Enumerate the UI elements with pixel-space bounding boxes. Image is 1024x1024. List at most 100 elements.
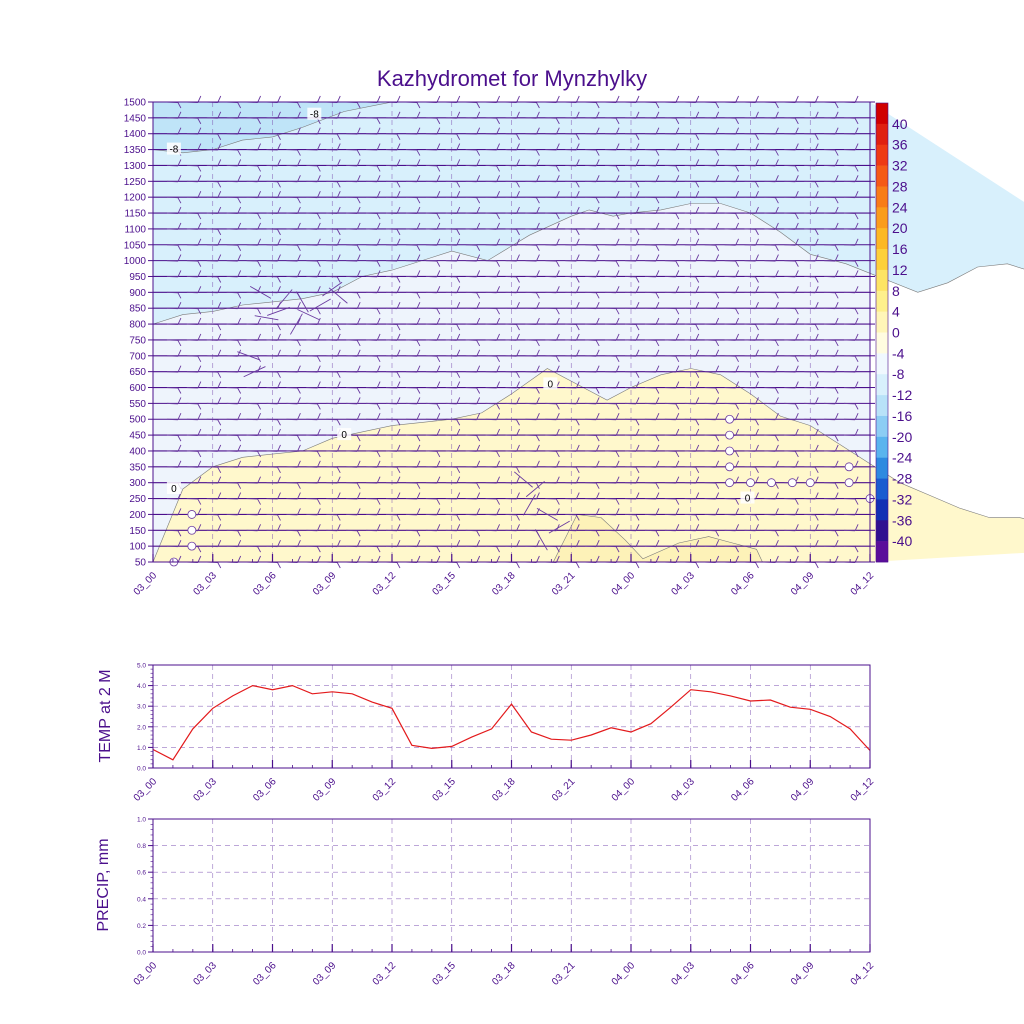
wind-barb [286, 149, 301, 156]
wind-barb [306, 460, 321, 468]
wind-barb [485, 117, 500, 125]
colorbar-tick-label: -36 [892, 512, 912, 528]
wind-barb [186, 164, 202, 172]
wind-barb [385, 302, 401, 310]
wind-barb [346, 175, 361, 183]
wind-barb [445, 228, 461, 236]
wind-barb [465, 413, 481, 421]
wind-barb [684, 444, 700, 452]
wind-barb [824, 434, 839, 442]
y-tick-label: 1350 [124, 145, 147, 156]
wind-barb [186, 127, 202, 135]
wind-barb [764, 508, 779, 516]
wind-barb [744, 133, 759, 140]
wind-barb [166, 175, 182, 183]
wind-barb [704, 159, 720, 167]
calm-wind-circle [844, 462, 854, 472]
wind-barb [744, 444, 759, 452]
wind-barb [266, 524, 281, 532]
wind-barb [226, 492, 242, 500]
wind-barb [605, 524, 620, 532]
wind-barb [246, 381, 261, 389]
wind-barb [465, 365, 481, 373]
wind-barb [605, 498, 620, 505]
x-tick-label: 03_15 [430, 570, 458, 598]
wind-barb [784, 117, 799, 125]
wind-barb [385, 381, 401, 389]
wind-barb [585, 196, 600, 204]
wind-barb [684, 190, 700, 199]
wind-barb [505, 539, 520, 548]
colorbar-tick-label: 0 [892, 325, 900, 341]
wind-barb [246, 270, 261, 278]
wind-barb [664, 212, 680, 220]
wind-barb [824, 254, 839, 262]
wind-barb [664, 164, 680, 172]
wind-barb [206, 418, 222, 426]
wind-barb [565, 418, 580, 426]
wind-barb [405, 349, 421, 357]
wind-barb [744, 206, 759, 214]
colorbar-swatch [876, 186, 888, 208]
wind-barb [226, 539, 242, 548]
wind-barb [505, 206, 520, 214]
wind-barb [465, 149, 481, 156]
wind-barb [226, 387, 242, 394]
wind-barb [704, 492, 720, 500]
wind-barb [246, 428, 261, 437]
wind-barb [644, 413, 660, 421]
wind-barb [346, 317, 361, 326]
wind-barb [844, 212, 859, 220]
wind-barb [784, 428, 799, 437]
wind-barb [724, 286, 739, 294]
wind-barb [166, 127, 182, 135]
wind-barb [226, 482, 242, 489]
wind-barb [525, 206, 540, 214]
wind-barb [206, 323, 222, 331]
wind-barb [585, 127, 600, 135]
y-tick-label: 50 [135, 558, 147, 569]
wind-barb [166, 302, 182, 310]
wind-barb [605, 428, 620, 437]
x-tick-label: 03_09 [311, 570, 339, 598]
colorbar-swatch [876, 499, 888, 521]
wind-barb [565, 444, 580, 452]
y-tick-label: 350 [129, 462, 146, 473]
wind-barb [605, 450, 620, 458]
y-tick-label: 750 [129, 335, 146, 346]
wind-barb [366, 307, 381, 315]
wind-barb [385, 238, 401, 246]
y-tick-label: 300 [129, 478, 146, 489]
y-tick-label: 0.0 [137, 950, 146, 957]
wind-barb [724, 508, 739, 516]
wind-barb [505, 180, 520, 188]
wind-barb [186, 333, 202, 341]
wind-barb [366, 450, 381, 458]
wind-barb [565, 561, 580, 569]
wind-barb [366, 476, 381, 484]
wind-barb [684, 349, 700, 357]
wind-barb [366, 402, 381, 410]
wind-barb [704, 270, 720, 278]
wind-barb [704, 339, 720, 347]
wind-barb [206, 143, 222, 151]
wind-barb [226, 206, 242, 214]
wind-barb [465, 196, 481, 204]
wind-barb [306, 545, 321, 553]
wind-barb [724, 127, 739, 135]
y-tick-label: 1.0 [137, 745, 146, 752]
colorbar-swatch [876, 478, 888, 500]
y-tick-label: 1150 [124, 209, 146, 220]
wind-barb [585, 317, 600, 326]
wind-barb [266, 323, 281, 331]
wind-barb [784, 175, 799, 183]
wind-barb [286, 434, 301, 442]
colorbar: 4036322824201612840-4-8-12-16-20-24-28-3… [875, 102, 912, 563]
x-tick-label: 04_06 [729, 570, 757, 598]
wind-barb [525, 397, 540, 405]
wind-barb [784, 238, 799, 246]
wind-barb [764, 206, 779, 214]
wind-barb [366, 175, 381, 183]
wind-barb [704, 127, 720, 135]
wind-barb [485, 270, 500, 278]
